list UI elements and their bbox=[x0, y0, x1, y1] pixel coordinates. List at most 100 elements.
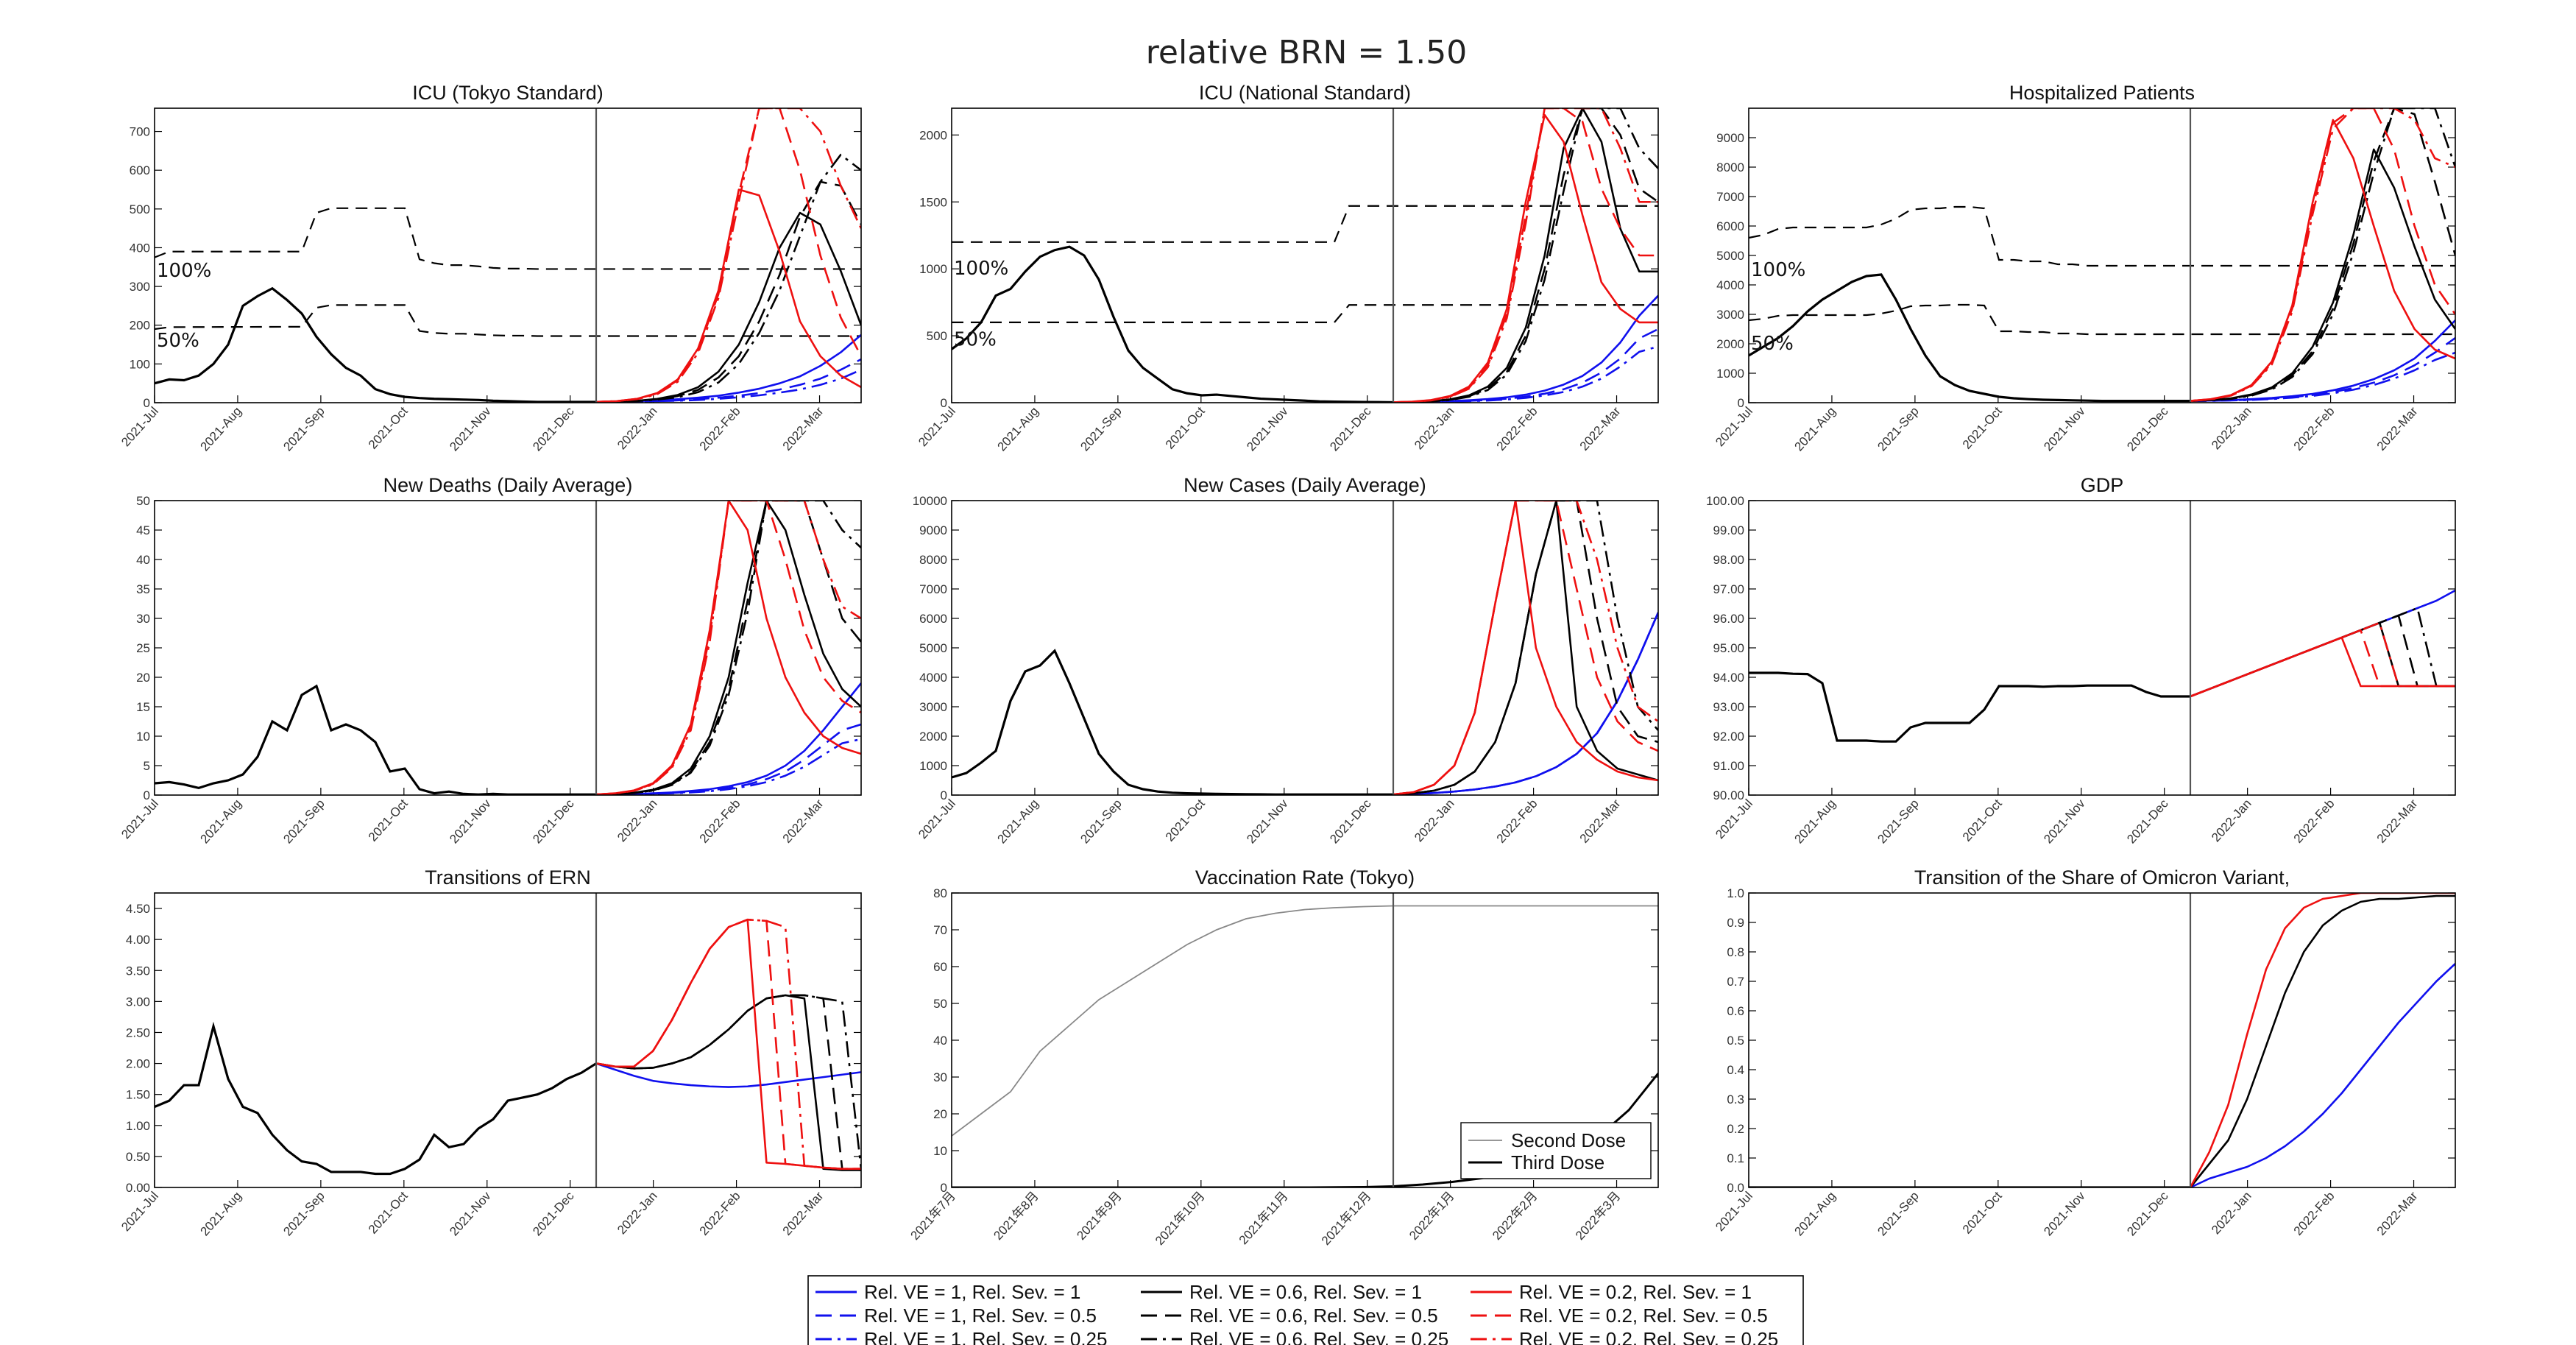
scenario-black-solid bbox=[595, 994, 861, 1171]
x-tick-label: 2022-Jan bbox=[2209, 797, 2254, 844]
scenario-red-dashdot bbox=[595, 108, 861, 403]
y-tick-label: 400 bbox=[130, 241, 150, 255]
y-tick-label: 0 bbox=[941, 396, 947, 410]
scenario-blue-dashed bbox=[2190, 336, 2455, 402]
y-tick-label: 96.00 bbox=[1713, 612, 1744, 626]
capacity-annotation: 50% bbox=[954, 329, 997, 351]
x-tick-label: 2021-Jul bbox=[916, 797, 958, 841]
y-tick-label: 0 bbox=[941, 1181, 947, 1195]
x-tick-label: 2022-Jan bbox=[2209, 1189, 2254, 1237]
scenario-black-dashdot bbox=[1393, 108, 1658, 403]
x-tick-label: 2021-Sep bbox=[280, 1189, 327, 1239]
scenario-red-solid bbox=[2189, 893, 2455, 1187]
x-tick-label: 2021-Jul bbox=[916, 404, 958, 449]
x-tick-label: 2021-Sep bbox=[1078, 404, 1124, 454]
vaccination-legend-label: Second Dose bbox=[1511, 1129, 1626, 1151]
x-tick-label: 2021-Oct bbox=[1163, 404, 1208, 452]
scenario-blue-dashed bbox=[596, 358, 861, 403]
scenario-black-solid bbox=[1393, 108, 1658, 403]
x-tick-label: 2021-Nov bbox=[2041, 404, 2088, 454]
x-tick-label: 2022-Mar bbox=[2374, 404, 2421, 453]
x-tick-label: 2022-Feb bbox=[2291, 404, 2338, 453]
y-tick-label: 0.1 bbox=[1727, 1151, 1744, 1165]
y-tick-label: 95.00 bbox=[1713, 641, 1744, 655]
y-tick-label: 20 bbox=[136, 671, 150, 685]
scenario-red-solid bbox=[595, 918, 861, 1171]
scenario-black-dashdot bbox=[595, 501, 861, 795]
x-tick-label: 2022-Mar bbox=[2374, 1189, 2421, 1238]
y-tick-label: 7000 bbox=[1716, 190, 1744, 204]
y-tick-label: 0 bbox=[144, 788, 150, 802]
x-tick-label: 2021-Sep bbox=[1875, 1189, 1921, 1239]
y-tick-label: 5000 bbox=[919, 641, 947, 655]
x-tick-label: 2022-Jan bbox=[615, 1189, 660, 1237]
legend-label: Rel. VE = 0.2, Rel. Sev. = 0.25 bbox=[1519, 1328, 1778, 1345]
y-tick-label: 25 bbox=[136, 641, 150, 655]
capacity-line-50 bbox=[952, 304, 1658, 324]
y-tick-label: 6000 bbox=[1716, 219, 1744, 233]
x-tick-label: 2021-Nov bbox=[2041, 797, 2088, 847]
axes-frame bbox=[154, 892, 862, 1188]
scenario-red-solid bbox=[1393, 501, 1658, 795]
x-tick-label: 2021-Nov bbox=[447, 404, 494, 454]
y-tick-label: 500 bbox=[130, 202, 150, 216]
y-tick-label: 700 bbox=[130, 125, 150, 139]
capacity-line-100 bbox=[155, 207, 861, 270]
plot-area bbox=[155, 108, 861, 403]
plot-area bbox=[952, 108, 1658, 403]
axes-frame bbox=[154, 107, 862, 403]
scenario-red-dashdot bbox=[2190, 108, 2455, 402]
panel-new-deaths: New Deaths (Daily Average) 0 5 10 15 20 25 30 35… bbox=[118, 474, 862, 847]
y-tick-label: 0 bbox=[1738, 396, 1744, 410]
x-tick-label: 2022年2月 bbox=[1490, 1189, 1540, 1243]
x-tick-label: 2021-Aug bbox=[1791, 1189, 1838, 1239]
scenario-blue-dashed bbox=[1393, 328, 1658, 403]
legend-label: Rel. VE = 1, Rel. Sev. = 1 bbox=[864, 1281, 1080, 1303]
history-line bbox=[155, 286, 596, 403]
vaccination-legend bbox=[1460, 1122, 1652, 1179]
scenario-red-dashed bbox=[595, 108, 861, 403]
x-tick-label: 2021-Jul bbox=[118, 797, 161, 841]
y-tick-label: 0.5 bbox=[1727, 1034, 1744, 1048]
scenario-blue-solid bbox=[1393, 612, 1658, 795]
axes-frame bbox=[1748, 107, 2456, 403]
x-tick-label: 2021-Aug bbox=[994, 797, 1041, 847]
y-tick-label: 2000 bbox=[919, 128, 947, 142]
plot-area bbox=[1749, 108, 2455, 403]
legend-label: Rel. VE = 0.6, Rel. Sev. = 1 bbox=[1189, 1281, 1422, 1303]
scenario-black-dashdot bbox=[2190, 607, 2455, 698]
x-tick-label: 2022年1月 bbox=[1406, 1189, 1457, 1243]
scenario-black-dashdot bbox=[1393, 501, 1658, 795]
scenario-blue-solid bbox=[595, 1062, 861, 1088]
scenario-blue-solid bbox=[595, 682, 861, 795]
y-tick-label: 500 bbox=[927, 329, 947, 343]
y-tick-label: 0.50 bbox=[126, 1150, 150, 1164]
x-tick-label: 2021-Dec bbox=[530, 404, 577, 454]
x-tick-label: 2021年12月 bbox=[1319, 1189, 1374, 1248]
y-tick-label: 70 bbox=[933, 923, 947, 937]
x-tick-label: 2022-Jan bbox=[615, 404, 660, 452]
y-tick-label: 91.00 bbox=[1713, 759, 1744, 773]
y-tick-label: 4000 bbox=[919, 671, 947, 685]
plot-area bbox=[155, 918, 861, 1176]
axes-frame bbox=[1748, 500, 2456, 796]
x-tick-label: 2021-Jul bbox=[118, 1189, 161, 1234]
legend: Rel. VE = 1, Rel. Sev. = 1 Rel. VE = 0.6,… bbox=[807, 1275, 1804, 1345]
scenario-red-dashdot bbox=[595, 918, 861, 1171]
panel-ern: Transitions of ERN 0.00 0.50 1.00 1.50 2.00 2.… bbox=[118, 866, 862, 1239]
x-tick-label: 2021-Dec bbox=[1327, 404, 1374, 454]
panel-gdp: GDP 90.00 91.00 92.00 93.00 94.00 95.00 96.00 97… bbox=[1706, 474, 2456, 847]
x-tick-label: 2021-Dec bbox=[530, 797, 577, 847]
x-tick-label: 2021-Sep bbox=[280, 404, 327, 454]
x-tick-label: 2022-Feb bbox=[1494, 404, 1540, 453]
y-tick-label: 4000 bbox=[1716, 278, 1744, 292]
scenario-blue-solid bbox=[1393, 294, 1658, 403]
legend-label: Rel. VE = 1, Rel. Sev. = 0.25 bbox=[864, 1328, 1107, 1345]
y-tick-label: 4.50 bbox=[126, 902, 150, 916]
x-tick-label: 2022-Mar bbox=[780, 797, 827, 846]
x-tick-label: 2021-Aug bbox=[1791, 797, 1838, 847]
x-tick-label: 2021-Aug bbox=[197, 1189, 244, 1239]
y-tick-label: 0.3 bbox=[1727, 1092, 1744, 1106]
y-tick-label: 0 bbox=[941, 788, 947, 802]
x-tick-label: 2021年7月 bbox=[907, 1189, 958, 1243]
